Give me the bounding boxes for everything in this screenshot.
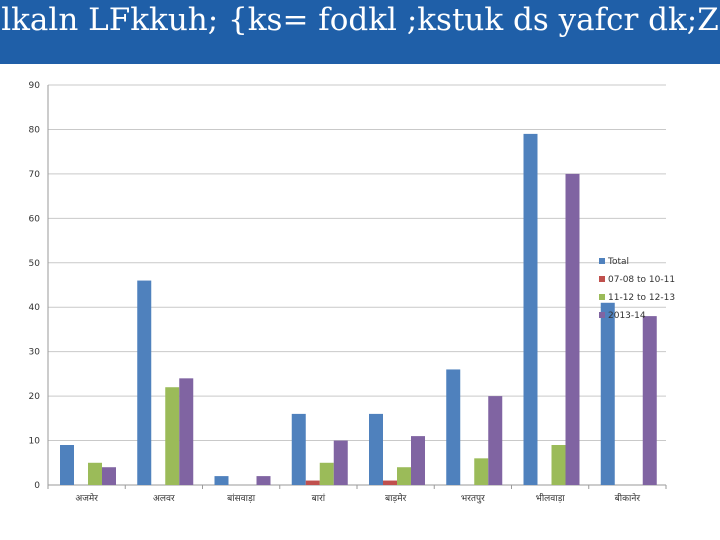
- bar: [319, 462, 334, 485]
- bar: [446, 369, 461, 485]
- y-tick-label: 80: [29, 125, 41, 135]
- bar: [523, 133, 538, 485]
- bar-series: [60, 133, 657, 485]
- legend-label: 11-12 to 12-13: [608, 293, 675, 303]
- x-tick-label: भरतपुर: [461, 494, 485, 504]
- legend-swatch: [599, 276, 605, 282]
- title-banner: [0, 0, 720, 64]
- y-tick-label: 20: [29, 392, 41, 402]
- bar: [291, 413, 306, 485]
- bar: [551, 445, 566, 485]
- x-tick-label: बांसवाड़ा: [227, 493, 256, 504]
- y-tick-label: 30: [29, 348, 41, 358]
- bar: [488, 396, 503, 485]
- bar: [88, 462, 102, 485]
- bar: [333, 440, 348, 485]
- y-tick-label: 0: [34, 481, 40, 491]
- x-tick-label: बारां: [312, 493, 326, 504]
- bar: [474, 458, 489, 485]
- y-axis-tick-labels: 0 10 20 30 40 50 60 70 80 90: [29, 81, 41, 491]
- bar: [383, 480, 397, 485]
- bar: [411, 436, 425, 485]
- x-axis-tick-labels: अजमेर अलवर बांसवाड़ा बारां बाड़मेर भरतपुर भीलव…: [75, 492, 640, 504]
- legend-label: 07-08 to 10-11: [608, 275, 675, 285]
- legend: Total 07-08 to 10-11 11-12 to 12-13 2013-14: [599, 257, 675, 321]
- bar: [369, 413, 383, 485]
- bar: [102, 467, 116, 485]
- x-tick-label: बीकानेर: [615, 492, 641, 504]
- y-tick-label: 60: [29, 214, 41, 224]
- bar: [305, 480, 320, 485]
- x-tick-label: बाड़मेर: [385, 492, 407, 504]
- slide-title: lkaln LFkkuh; {ks= fodkl ;kstuk ds yafcr…: [1, 2, 719, 38]
- bar: [256, 476, 271, 485]
- bar: [214, 476, 229, 485]
- bar: [179, 378, 194, 485]
- x-tick-label: अलवर: [153, 494, 175, 504]
- bar: [60, 445, 74, 485]
- y-tick-label: 70: [29, 170, 41, 180]
- legend-label: Total: [607, 257, 629, 267]
- bar: [600, 302, 615, 485]
- bar: [137, 280, 152, 485]
- bar: [642, 316, 657, 485]
- y-tick-label: 10: [29, 437, 41, 447]
- legend-swatch: [599, 312, 605, 318]
- y-tick-label: 90: [29, 81, 41, 91]
- y-tick-label: 50: [29, 259, 41, 269]
- bar: [397, 467, 411, 485]
- x-tick-label: अजमेर: [75, 492, 98, 504]
- legend-swatch: [599, 294, 605, 300]
- legend-swatch: [599, 258, 605, 264]
- bar: [165, 387, 180, 485]
- bar: [565, 173, 580, 485]
- x-tick-label: भीलवाड़ा: [536, 492, 566, 504]
- y-tick-label: 40: [29, 303, 41, 313]
- legend-label: 2013-14: [608, 311, 646, 321]
